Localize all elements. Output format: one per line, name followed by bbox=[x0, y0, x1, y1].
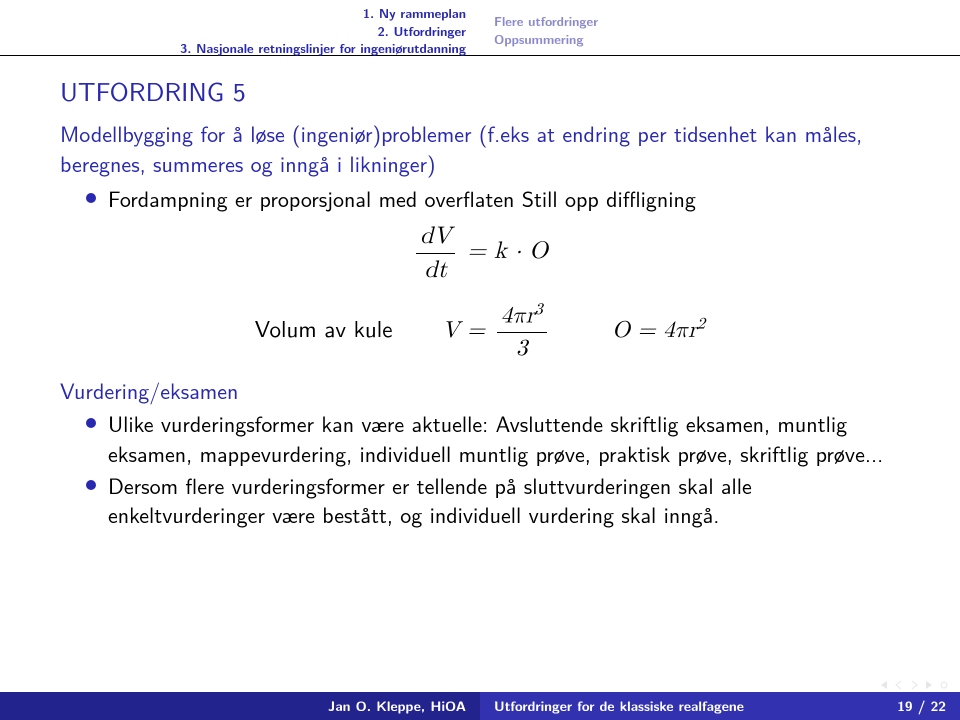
bullet-text: Dersom flere vurderingsformer er tellend… bbox=[108, 471, 900, 530]
fraction: 4πr3 3 bbox=[497, 300, 547, 364]
slide-subtitle: Modellbygging for å løse (ingeniør)probl… bbox=[60, 119, 900, 178]
bullet-text: Fordampning er proporsjonal med overflat… bbox=[108, 184, 900, 214]
header-sections-right: Flere utfordringer Oppsummering bbox=[480, 0, 960, 55]
slide-header: 1. Ny rammeplan 2. Utfordringer 3. Nasjo… bbox=[0, 0, 960, 56]
fraction-denominator: 3 bbox=[497, 333, 547, 364]
header-line: 3. Nasjonale retningslinjer for ingeniør… bbox=[0, 39, 466, 57]
equation-rhs: = k · O bbox=[467, 239, 548, 263]
nav-prev-icon bbox=[893, 680, 905, 690]
header-line: 1. Ny rammeplan bbox=[0, 4, 466, 22]
volume-lhs: V = bbox=[442, 319, 485, 342]
bullet-item: Fordampning er proporsjonal med overflat… bbox=[86, 184, 900, 214]
surface-area: O = 4πr2 bbox=[612, 319, 705, 342]
slide-title: UTFORDRING 5 bbox=[60, 74, 900, 109]
footer-talk-title: Utfordringer for de klassiske realfagene bbox=[494, 696, 744, 716]
footer-title: Utfordringer for de klassiske realfagene… bbox=[480, 692, 960, 720]
slide-content: UTFORDRING 5 Modellbygging for å løse (i… bbox=[0, 56, 960, 530]
header-sections-left: 1. Ny rammeplan 2. Utfordringer 3. Nasjo… bbox=[0, 0, 480, 55]
fraction-denominator: dt bbox=[416, 254, 455, 286]
bullet-item: Ulike vurderingsformer kan være aktuelle… bbox=[86, 409, 900, 468]
equation-diff: dV dt = k · O bbox=[60, 220, 900, 286]
fraction-numerator: dV bbox=[416, 220, 455, 253]
section-label: Vurdering/eksamen bbox=[60, 376, 900, 406]
bullet-icon bbox=[86, 480, 96, 490]
slide-footer: Jan O. Kleppe, HiOA Utfordringer for de … bbox=[0, 692, 960, 720]
page-number: 19 / 22 bbox=[897, 692, 946, 720]
bullet-icon bbox=[86, 193, 96, 203]
equation-volume: Volum av kule V = 4πr3 3 O = 4πr2 bbox=[60, 300, 900, 364]
fraction-numerator: 4πr3 bbox=[497, 300, 547, 333]
bullet-icon bbox=[86, 418, 96, 428]
bullet-text: Ulike vurderingsformer kan være aktuelle… bbox=[108, 409, 900, 468]
bullet-item: Dersom flere vurderingsformer er tellend… bbox=[86, 471, 900, 530]
header-line: Oppsummering bbox=[494, 30, 960, 48]
nav-icons bbox=[878, 680, 950, 690]
fraction: dV dt bbox=[416, 220, 455, 286]
header-line: 2. Utfordringer bbox=[0, 22, 466, 40]
volume-label: Volum av kule bbox=[255, 311, 393, 345]
nav-prev-section-icon bbox=[878, 680, 890, 690]
nav-loop-icon bbox=[938, 680, 950, 690]
header-line: Flere utfordringer bbox=[494, 12, 960, 30]
nav-next-section-icon bbox=[923, 680, 935, 690]
footer-author: Jan O. Kleppe, HiOA bbox=[0, 692, 480, 720]
nav-next-icon bbox=[908, 680, 920, 690]
